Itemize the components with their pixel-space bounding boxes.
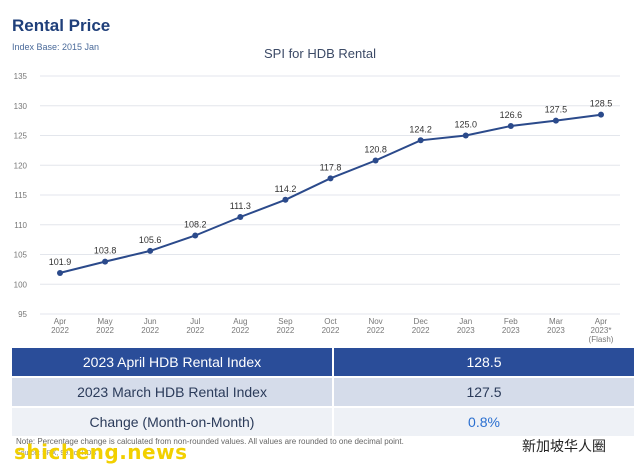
data-point	[192, 232, 199, 239]
data-point	[57, 269, 63, 276]
footnote: Note: Percentage change is calculated fr…	[16, 437, 404, 446]
y-tick-label: 110	[14, 221, 27, 230]
data-point	[372, 157, 379, 164]
data-label: 111.3	[230, 201, 251, 211]
data-label: 108.2	[184, 219, 207, 229]
y-tick-label: 130	[14, 102, 28, 111]
y-tick-label: 100	[14, 280, 28, 289]
x-tick-label: 2022	[96, 326, 114, 335]
y-tick-label: 105	[14, 251, 28, 260]
x-tick-label: 2022	[186, 326, 204, 335]
x-tick-label: 2023	[502, 326, 520, 335]
data-point	[147, 247, 154, 254]
x-tick-label: Aug	[233, 317, 247, 326]
row-value: 128.5	[332, 348, 634, 376]
data-point	[102, 258, 109, 265]
data-label: 114.2	[274, 184, 296, 194]
data-label: 124.2	[409, 124, 432, 134]
x-tick-label: Sep	[278, 317, 293, 326]
series-line	[59, 113, 602, 274]
x-tick-label: 2022	[51, 326, 69, 335]
row-value: 0.8%	[332, 408, 634, 436]
table-row: 2023 April HDB Rental Index 128.5	[12, 348, 634, 376]
data-point	[327, 175, 334, 182]
index-base-subtitle: Index Base: 2015 Jan	[12, 42, 100, 52]
row-value: 127.5	[332, 378, 634, 406]
data-label: 117.8	[320, 162, 342, 172]
y-tick-label: 135	[14, 72, 28, 81]
rental-index-table: 2023 April HDB Rental Index 128.5 2023 M…	[12, 348, 634, 436]
x-tick-label: May	[98, 317, 113, 326]
y-tick-label: 120	[14, 161, 28, 170]
chart-title: SPI for HDB Rental	[264, 46, 376, 61]
data-label: 126.6	[500, 110, 523, 120]
data-point	[237, 214, 244, 221]
watermark-logo: shicheng.news	[14, 440, 188, 464]
row-label: 2023 April HDB Rental Index	[82, 354, 262, 370]
data-label: 105.6	[139, 235, 162, 245]
x-tick-label: 2022	[322, 326, 340, 335]
page-title: Rental Price	[12, 16, 111, 35]
data-label: 125.0	[454, 120, 477, 130]
x-tick-label: 2023	[457, 326, 475, 335]
x-tick-label: 2023*	[591, 326, 612, 335]
data-label: 128.5	[590, 99, 613, 109]
data-label: 101.9	[49, 257, 72, 267]
x-tick-label: Mar	[549, 317, 563, 326]
x-tick-label: Nov	[368, 317, 382, 326]
x-tick-label: Jan	[459, 317, 472, 326]
table-row: 2023 March HDB Rental Index 127.5	[12, 376, 634, 406]
y-tick-label: 115	[14, 191, 27, 200]
data-label: 120.8	[364, 144, 387, 154]
data-point	[417, 137, 424, 144]
x-tick-label: 2022	[141, 326, 159, 335]
row-label: Change (Month-on-Month)	[89, 414, 255, 430]
x-tick-label: Oct	[324, 317, 337, 326]
x-tick-label: Dec	[414, 317, 428, 326]
x-tick-label: Apr	[54, 317, 67, 326]
x-tick-label: 2022	[367, 326, 385, 335]
data-point	[507, 122, 514, 129]
x-tick-label: Jun	[144, 317, 157, 326]
row-label: 2023 March HDB Rental Index	[77, 384, 267, 400]
x-tick-label: Apr	[595, 317, 608, 326]
x-tick-label: Jul	[190, 317, 200, 326]
watermark-wechat: 新加坡华人圈	[522, 439, 606, 455]
x-tick-label: 2022	[231, 326, 249, 335]
data-point	[552, 117, 559, 124]
y-tick-label: 125	[14, 132, 28, 141]
data-point	[598, 111, 604, 118]
x-tick-label: (Flash)	[589, 335, 614, 344]
y-tick-label: 95	[18, 310, 27, 319]
data-label: 103.8	[94, 246, 117, 256]
x-tick-label: 2022	[412, 326, 430, 335]
x-tick-label: 2023	[547, 326, 565, 335]
data-label: 127.5	[545, 105, 568, 115]
line-chart: 95100105110115120125130135Apr2022May2022…	[14, 72, 620, 344]
data-point	[282, 196, 289, 203]
data-point	[462, 132, 469, 139]
x-tick-label: 2022	[277, 326, 295, 335]
x-tick-label: Feb	[504, 317, 518, 326]
table-row: Change (Month-on-Month) 0.8%	[12, 406, 634, 436]
source-note: Source: SRX, 99.co, HDB	[16, 450, 97, 457]
